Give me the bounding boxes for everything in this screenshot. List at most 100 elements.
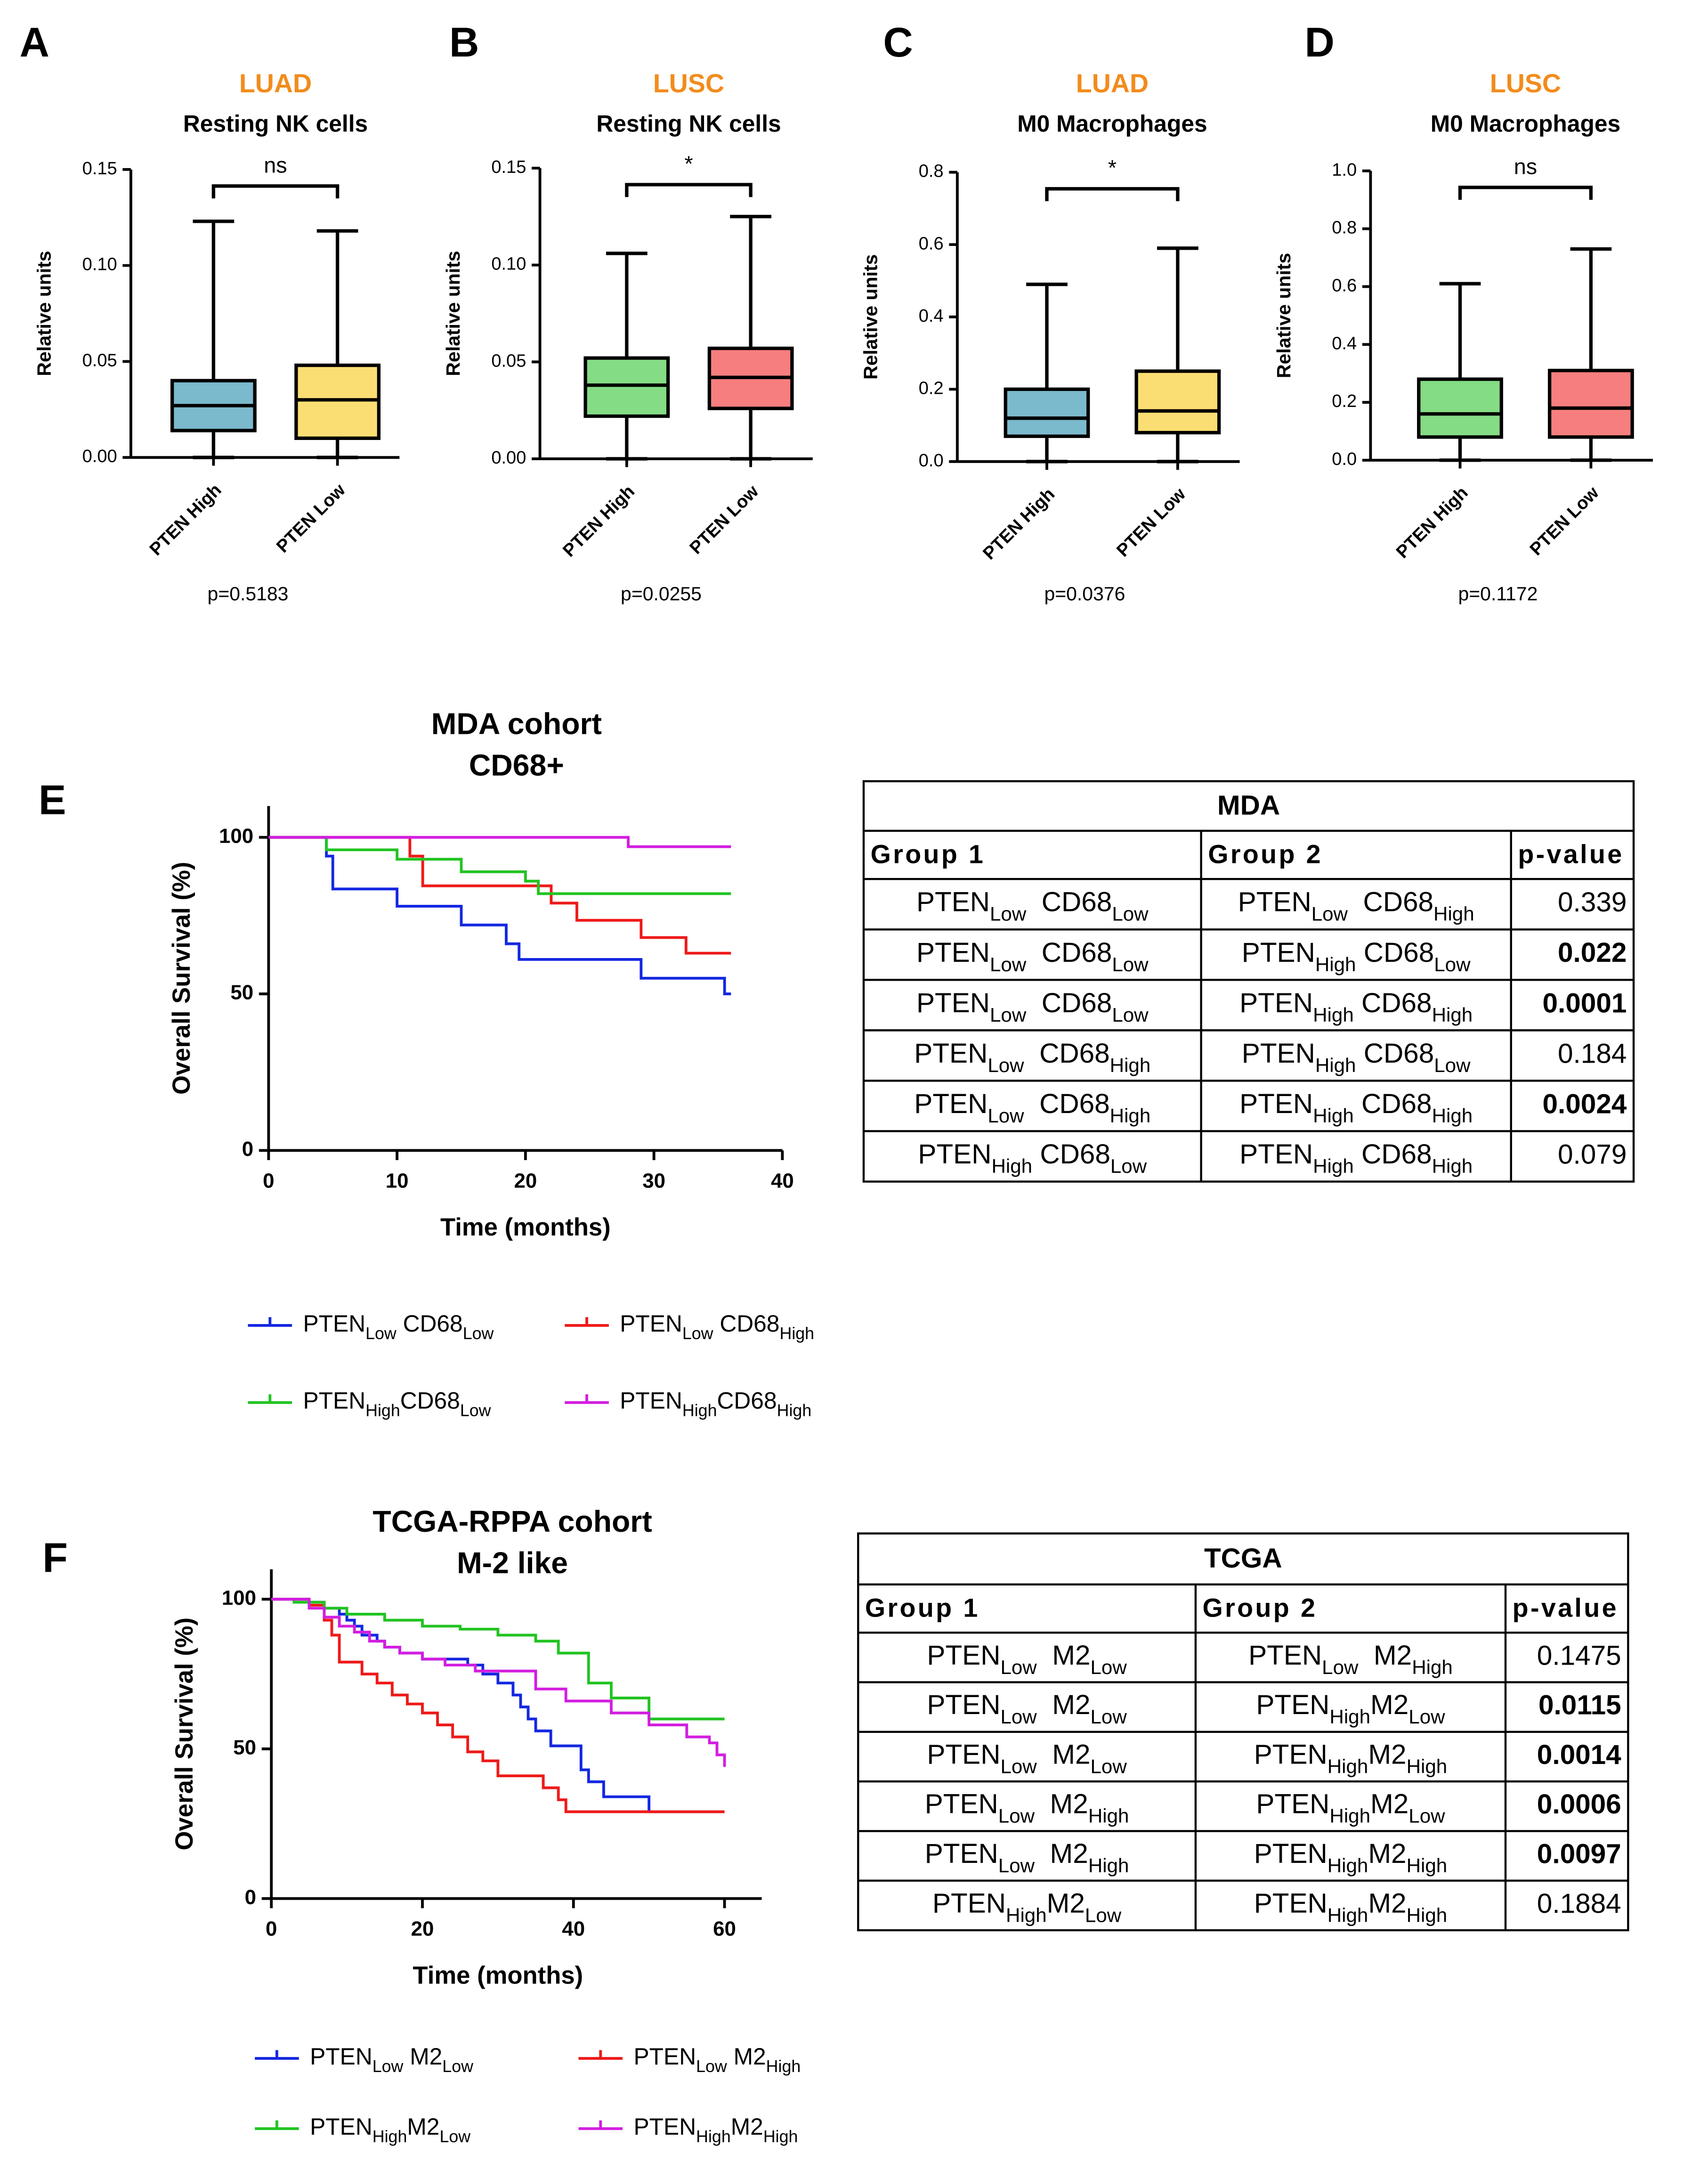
panel-letter: A bbox=[19, 19, 49, 65]
subtitle: LUAD bbox=[1076, 69, 1149, 98]
rich-text: PTENLow CD68High bbox=[620, 1310, 814, 1343]
text-part: PTEN bbox=[1239, 1139, 1313, 1170]
subscript: High bbox=[779, 1324, 814, 1343]
subscript: High bbox=[1328, 1854, 1368, 1877]
rich-text: PTENLow CD68Low bbox=[916, 887, 1149, 925]
subscript: Low bbox=[1408, 1706, 1445, 1728]
subtitle: LUAD bbox=[239, 69, 312, 98]
subscript: Low bbox=[1434, 1054, 1471, 1076]
subscript: High bbox=[991, 1155, 1032, 1177]
subscript: High bbox=[1432, 1003, 1473, 1025]
subscript: Low bbox=[988, 1105, 1024, 1127]
text-part: CD68 bbox=[1354, 1089, 1432, 1119]
subscript: Low bbox=[988, 1054, 1024, 1076]
y-tick-label: 0.6 bbox=[919, 234, 944, 253]
title: MDA cohort bbox=[431, 707, 602, 741]
subscript: Low bbox=[1112, 902, 1149, 925]
title: M-2 like bbox=[457, 1546, 568, 1580]
y-tick-label: 0.10 bbox=[82, 255, 117, 275]
y-axis-label: Overall Survival (%) bbox=[168, 862, 195, 1095]
p-value: 0.0014 bbox=[1537, 1739, 1621, 1770]
text-part: M2 bbox=[1368, 1888, 1406, 1919]
subscript: Low bbox=[1434, 953, 1471, 975]
text-part: CD68 bbox=[1024, 1038, 1110, 1069]
rich-text: PTENLow M2Low bbox=[310, 2043, 473, 2076]
y-tick-label: 0.8 bbox=[1332, 218, 1357, 238]
significance: * bbox=[1108, 155, 1117, 180]
text-part: CD68 bbox=[713, 1310, 780, 1337]
x-tick-label: 0 bbox=[266, 1918, 277, 1941]
x-tick-label: 30 bbox=[642, 1169, 665, 1192]
rich-text: PTENHigh CD68Low bbox=[1242, 937, 1471, 975]
text-part: CD68 bbox=[717, 1388, 777, 1414]
subscript: High bbox=[1088, 1804, 1129, 1827]
p-value: 0.0115 bbox=[1538, 1690, 1621, 1721]
y-tick-label: 0.4 bbox=[1332, 333, 1357, 353]
subscript: Low bbox=[1090, 1706, 1127, 1728]
subscript: High bbox=[766, 2057, 801, 2076]
p-value: 0.022 bbox=[1558, 937, 1627, 968]
x-tick-label: PTEN Low bbox=[1526, 483, 1603, 560]
text-part: PTEN bbox=[620, 1388, 682, 1414]
subscript: Low bbox=[990, 953, 1027, 975]
y-tick-label: 0.05 bbox=[82, 350, 117, 370]
text-part: PTEN bbox=[925, 1789, 998, 1820]
subscript: Low bbox=[372, 2057, 404, 2076]
text-part: PTEN bbox=[1256, 1789, 1329, 1820]
title: CD68+ bbox=[469, 748, 564, 782]
text-part: PTEN bbox=[303, 1310, 366, 1337]
subscript: Low bbox=[1000, 1656, 1037, 1678]
rich-text: PTENLow M2Low bbox=[927, 1690, 1127, 1728]
rich-text: PTENHighCD68High bbox=[620, 1388, 811, 1420]
subscript: High bbox=[1088, 1854, 1129, 1877]
y-axis-label: Relative units bbox=[33, 251, 55, 376]
text-part: PTEN bbox=[1254, 1739, 1328, 1770]
box bbox=[1134, 369, 1221, 435]
significance-bracket bbox=[211, 184, 340, 199]
survival-curve bbox=[268, 836, 731, 995]
text-part: CD68 bbox=[1024, 1089, 1110, 1119]
rich-text: PTENHighCD68Low bbox=[303, 1388, 491, 1420]
x-tick-label: 20 bbox=[411, 1918, 434, 1941]
title: M0 Macrophages bbox=[1431, 110, 1620, 137]
x-tick-label: 60 bbox=[713, 1918, 736, 1941]
text-part: PTEN bbox=[620, 1310, 682, 1337]
text-part: PTEN bbox=[918, 1139, 991, 1170]
subscript: Low bbox=[990, 1003, 1027, 1025]
rich-text: PTENHighM2High bbox=[634, 2113, 798, 2146]
subscript: High bbox=[1329, 1706, 1370, 1728]
subscript: High bbox=[1329, 1804, 1370, 1827]
rich-text: PTENHighM2High bbox=[1254, 1888, 1448, 1926]
subscript: Low bbox=[998, 1854, 1035, 1877]
rich-text: PTENLow CD68High bbox=[914, 1038, 1150, 1076]
rich-text: PTENHigh CD68High bbox=[1239, 1139, 1473, 1177]
subscript: High bbox=[1006, 1904, 1047, 1926]
subscript: High bbox=[1433, 902, 1474, 925]
subscript: High bbox=[1315, 953, 1356, 975]
text-part: PTEN bbox=[1238, 887, 1311, 918]
text-part: M2 bbox=[1035, 1838, 1088, 1869]
p-value: 0.0097 bbox=[1537, 1838, 1621, 1869]
text-part: PTEN bbox=[1239, 988, 1313, 1018]
subscript: Low bbox=[1311, 902, 1348, 925]
panel-letter: E bbox=[39, 777, 66, 823]
text-part: CD68 bbox=[1032, 1139, 1110, 1170]
column-header: Group 1 bbox=[865, 1593, 980, 1623]
y-tick-label: 0.00 bbox=[491, 448, 526, 468]
survival-curve bbox=[271, 1598, 726, 1767]
text-part: CD68 bbox=[1356, 937, 1434, 968]
x-axis-label: Time (months) bbox=[440, 1213, 611, 1241]
subscript: High bbox=[1412, 1656, 1453, 1678]
subscript: Low bbox=[682, 1324, 713, 1343]
x-tick-label: PTEN Low bbox=[1113, 484, 1190, 561]
y-tick-label: 0.15 bbox=[82, 159, 117, 179]
column-header: Group 2 bbox=[1203, 1593, 1318, 1623]
text-part: M2 bbox=[731, 2113, 763, 2140]
text-part: CD68 bbox=[397, 1310, 463, 1337]
subscript: Low bbox=[1112, 953, 1149, 975]
subscript: Low bbox=[1090, 1656, 1127, 1678]
rich-text: PTENLow M2High bbox=[925, 1789, 1129, 1827]
text-part: PTEN bbox=[1248, 1640, 1322, 1671]
